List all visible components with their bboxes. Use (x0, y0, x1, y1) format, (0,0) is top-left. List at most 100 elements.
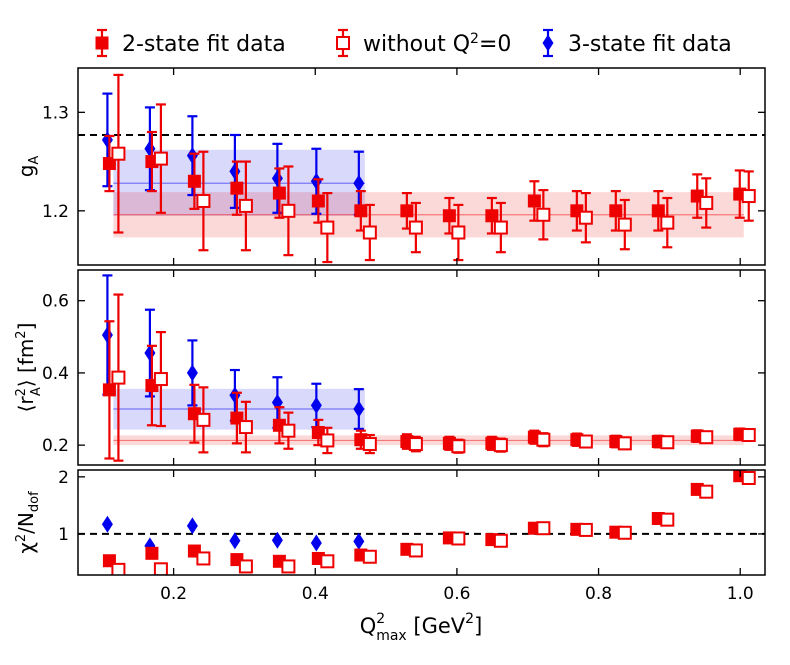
legend-label: 3-state fit data (568, 32, 732, 57)
y-axis-label: ⟨r2A⟩ [fm2] (14, 323, 44, 413)
data-point (617, 436, 632, 451)
x-axis-label: Q2 max [GeV2] (360, 611, 483, 644)
data-point (408, 220, 423, 235)
data-point (111, 370, 126, 385)
legend-entry-red_open: without Q2=0 (336, 28, 511, 58)
panel-frame (77, 469, 766, 576)
y-label-rest-sub: dof (27, 491, 42, 512)
data-point (187, 174, 201, 188)
data-point (362, 549, 377, 564)
data-point (353, 174, 365, 192)
data-point (229, 532, 241, 550)
data-point (281, 423, 296, 438)
data-point (153, 372, 168, 387)
legend-label-suffix: =0 (479, 32, 511, 57)
data-point (102, 383, 116, 397)
legend-label: 2-state fit data (122, 32, 286, 57)
data-point (145, 546, 159, 560)
data-point (493, 438, 508, 453)
data-point (320, 554, 335, 569)
series-red_open (111, 293, 756, 462)
x-label-sup: 2 (376, 611, 385, 627)
y-label-main: ⟨r (14, 396, 38, 413)
data-point (699, 195, 714, 210)
y-label-rest: /N (14, 512, 38, 534)
data-point (400, 204, 414, 218)
data-point (741, 189, 756, 204)
x-tick-label: 0.6 (443, 584, 470, 604)
data-point (660, 215, 675, 230)
data-point (362, 437, 377, 452)
data-point (238, 198, 253, 213)
y-label-rest-sup: 2 (14, 330, 29, 338)
data-point (238, 420, 253, 435)
data-point (408, 543, 423, 558)
legend-label-text: 2-state fit data (122, 32, 286, 57)
series-red_open (111, 73, 756, 264)
data-point (578, 522, 593, 537)
panel-frame (77, 67, 766, 266)
data-point (310, 534, 322, 552)
data-point (101, 131, 113, 149)
data-point (238, 559, 253, 574)
series-red_open (111, 470, 756, 575)
x-axis: 0.2 0.4 0.6 0.8 1.0Q2 max [GeV2] (160, 584, 754, 644)
x-label-unit: [GeV (407, 614, 466, 638)
data-point (186, 364, 198, 382)
legend-marker-blue (542, 34, 554, 52)
legend-entry-blue: 3-state fit data (542, 28, 732, 58)
data-point (578, 210, 593, 225)
legend-marker-red_open (336, 36, 350, 50)
data-point (196, 193, 211, 208)
data-point (310, 396, 322, 414)
y-label-sub: A (27, 156, 42, 165)
y-label-sup: 2 (14, 388, 29, 396)
legend-label: without Q2=0 (363, 31, 511, 57)
data-point (281, 559, 296, 574)
series-blue (101, 515, 365, 555)
data-point (493, 533, 508, 548)
y-axis-label: χ2/Ndof (14, 491, 42, 554)
legend-label-sup: 2 (470, 31, 479, 47)
data-point (153, 151, 168, 166)
data-point (617, 525, 632, 540)
data-point (281, 203, 296, 218)
y-tick-label: 0.2 (42, 436, 69, 456)
data-point (353, 400, 365, 418)
panel-chi2: 1 2 χ2/Ndof (14, 468, 766, 576)
data-point (111, 562, 126, 575)
data-point (617, 217, 632, 232)
panel-gA: 1.2 1.3 gA (14, 67, 766, 266)
y-tick-label: 1.3 (42, 103, 69, 123)
data-point (101, 326, 113, 344)
data-point (196, 551, 211, 566)
data-point (272, 186, 286, 200)
y-label-main: χ (14, 542, 38, 554)
data-point (442, 209, 456, 223)
y-tick-label: 0.6 (42, 292, 69, 312)
panel-data (78, 73, 765, 264)
legend-label-text: without Q (363, 32, 470, 57)
x-tick-label: 0.2 (160, 584, 187, 604)
data-point (485, 209, 499, 223)
y-tick-label: 1.2 (42, 202, 69, 222)
series-red_filled (102, 130, 747, 235)
data-point (699, 484, 714, 499)
y-tick-label: 2 (58, 468, 69, 488)
legend-label-text: 3-state fit data (568, 32, 732, 57)
legend-entry-red_filled: 2-state fit data (95, 28, 286, 58)
y-tick-label: 1 (58, 525, 69, 545)
x-tick-label: 1.0 (727, 584, 754, 604)
data-point (660, 435, 675, 450)
data-point (536, 521, 551, 536)
data-point (609, 204, 623, 218)
data-point (536, 432, 551, 447)
y-axis-label: gA (14, 156, 42, 178)
data-point (660, 512, 675, 527)
data-point (271, 531, 283, 549)
data-point (320, 220, 335, 235)
panel-data (101, 274, 756, 462)
data-point (741, 470, 756, 485)
data-point (196, 412, 211, 427)
